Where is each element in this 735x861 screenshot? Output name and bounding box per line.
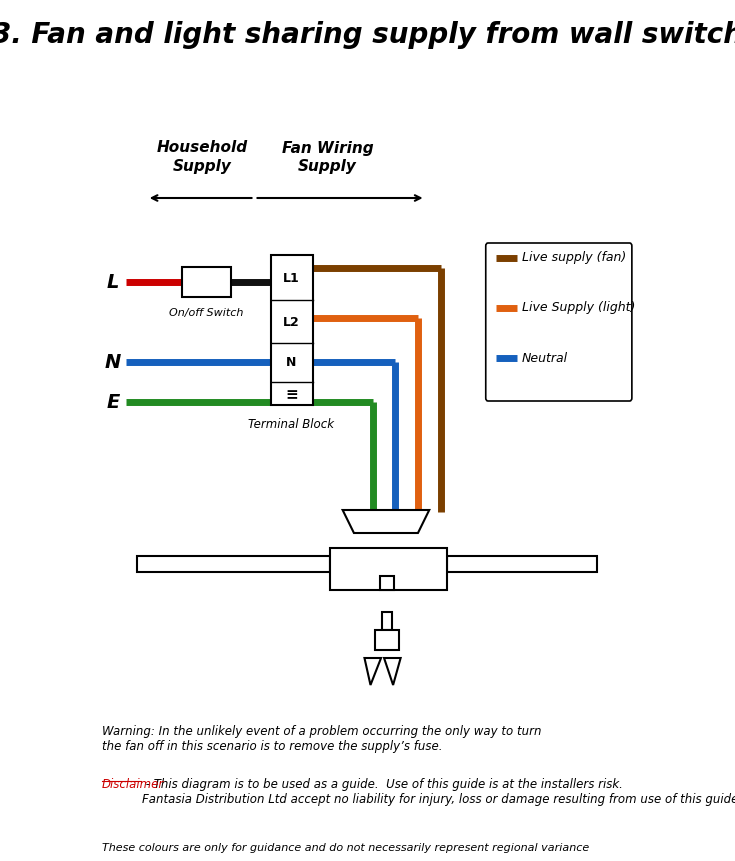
- Polygon shape: [384, 658, 401, 685]
- Bar: [447, 556, 598, 572]
- Text: L: L: [107, 272, 119, 292]
- Text: ≡: ≡: [285, 387, 298, 402]
- Bar: [271, 255, 312, 405]
- Text: On/off Switch: On/off Switch: [169, 308, 243, 318]
- Bar: [182, 267, 231, 297]
- Text: Neutral: Neutral: [522, 351, 568, 364]
- Text: N: N: [286, 356, 297, 369]
- Bar: [381, 612, 392, 630]
- Text: Warning: In the unlikely event of a problem occurring the only way to turn
the f: Warning: In the unlikely event of a prob…: [101, 725, 541, 753]
- Text: E: E: [107, 393, 120, 412]
- Text: Fan Wiring: Fan Wiring: [282, 140, 373, 156]
- Text: Supply: Supply: [172, 158, 232, 174]
- Text: Disclaimer: Disclaimer: [101, 778, 164, 791]
- Bar: [330, 548, 447, 590]
- Text: L2: L2: [283, 315, 300, 329]
- Text: Live supply (fan): Live supply (fan): [522, 251, 626, 264]
- Text: Supply: Supply: [298, 158, 357, 174]
- Polygon shape: [365, 658, 381, 685]
- Text: L1: L1: [283, 271, 300, 284]
- Text: - This diagram is to be used as a guide.  Use of this guide is at the installers: - This diagram is to be used as a guide.…: [143, 778, 735, 806]
- Polygon shape: [343, 510, 429, 533]
- Text: Household: Household: [157, 140, 248, 156]
- Bar: [380, 576, 394, 590]
- Text: 3. Fan and light sharing supply from wall switch: 3. Fan and light sharing supply from wal…: [0, 21, 735, 49]
- FancyBboxPatch shape: [486, 243, 632, 401]
- Bar: [137, 556, 330, 572]
- Text: N: N: [104, 352, 121, 371]
- Text: Terminal Block: Terminal Block: [248, 418, 334, 431]
- Text: These colours are only for guidance and do not necessarily represent regional va: These colours are only for guidance and …: [101, 843, 589, 853]
- Bar: [375, 630, 399, 650]
- Text: Live Supply (light): Live Supply (light): [522, 301, 635, 314]
